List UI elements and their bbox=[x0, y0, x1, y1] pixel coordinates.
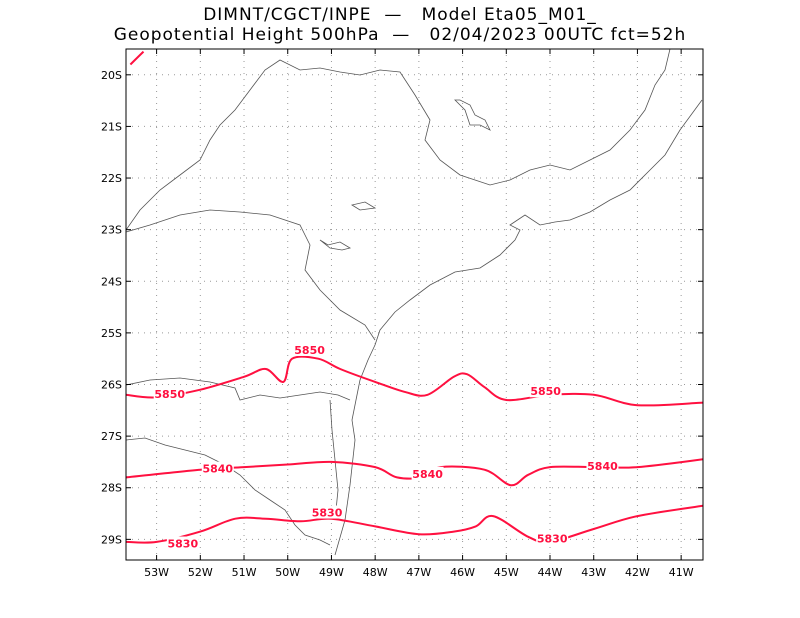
contour-label: 5850 bbox=[530, 385, 561, 398]
contour-label-bg bbox=[311, 505, 344, 519]
contour-label: 5850 bbox=[154, 388, 185, 401]
x-tick-label: 50W bbox=[275, 566, 300, 579]
x-tick-label: 44W bbox=[538, 566, 563, 579]
contour-label: 5830 bbox=[312, 507, 343, 520]
lake bbox=[350, 201, 377, 211]
contour-label-bg bbox=[586, 459, 619, 473]
y-tick-label: 28S bbox=[101, 482, 122, 495]
y-tick-label: 27S bbox=[101, 430, 122, 443]
y-tick-label: 29S bbox=[101, 533, 122, 546]
x-tick-label: 49W bbox=[319, 566, 344, 579]
contour-label: 5840 bbox=[202, 463, 233, 476]
x-tick-label: 51W bbox=[232, 566, 257, 579]
state-border bbox=[126, 209, 376, 341]
contour-line-5850 bbox=[126, 355, 703, 407]
contour-label: 5840 bbox=[412, 468, 443, 481]
y-tick-label: 25S bbox=[101, 327, 122, 340]
chart-title: DIMNT/CGCT/INPE — Model Eta05_M01_ bbox=[203, 5, 597, 25]
chart-subtitle: Geopotential Height 500hPa — 02/04/2023 … bbox=[113, 25, 687, 45]
x-tick-label: 47W bbox=[406, 566, 431, 579]
y-tick-label: 21S bbox=[101, 120, 122, 133]
y-tick-label: 26S bbox=[101, 379, 122, 392]
contour-label: 5840 bbox=[587, 460, 618, 473]
contour-label: 5850 bbox=[294, 344, 325, 357]
contour-label-bg bbox=[166, 536, 199, 550]
lake bbox=[319, 239, 352, 251]
y-tick-label: 23S bbox=[101, 224, 122, 237]
x-tick-label: 42W bbox=[625, 566, 650, 579]
state-border bbox=[126, 437, 331, 546]
contour-label-bg bbox=[529, 384, 562, 398]
country-border bbox=[329, 399, 339, 521]
y-tick-label: 22S bbox=[101, 172, 122, 185]
contour-label-bg bbox=[153, 386, 186, 400]
plot-frame bbox=[125, 48, 704, 561]
y-tick-label: 20S bbox=[101, 69, 122, 82]
grid-lines bbox=[126, 49, 703, 560]
contour-label: 5830 bbox=[168, 538, 199, 551]
map-boundaries bbox=[126, 49, 703, 556]
x-tick-label: 53W bbox=[144, 566, 169, 579]
state-border bbox=[126, 49, 671, 231]
contour-line-5860 bbox=[129, 50, 145, 66]
x-tick-label: 48W bbox=[363, 566, 388, 579]
contour-label: 5830 bbox=[537, 532, 568, 545]
x-tick-label: 41W bbox=[669, 566, 694, 579]
x-tick-label: 46W bbox=[450, 566, 475, 579]
contour-line-5830 bbox=[126, 504, 703, 544]
state-border bbox=[126, 377, 351, 401]
contour-label-bg bbox=[201, 461, 234, 475]
contour-label-bg bbox=[536, 531, 569, 545]
coastline bbox=[334, 99, 703, 556]
contour-label-bg bbox=[293, 342, 326, 356]
x-tick-label: 52W bbox=[188, 566, 213, 579]
axes: 53W 52W 51W 50W 49W 48W 47W 46W 45W 44W 43W 42W 41W 2… bbox=[101, 49, 703, 579]
x-tick-label: 43W bbox=[581, 566, 606, 579]
contour-labels: 5850 5850 5850 5840 5840 5840 5830 5830 5830 bbox=[153, 342, 619, 551]
lake bbox=[454, 99, 491, 131]
y-tick-label: 24S bbox=[101, 275, 122, 288]
contour-label-bg bbox=[411, 466, 444, 480]
x-tick-label: 45W bbox=[494, 566, 519, 579]
